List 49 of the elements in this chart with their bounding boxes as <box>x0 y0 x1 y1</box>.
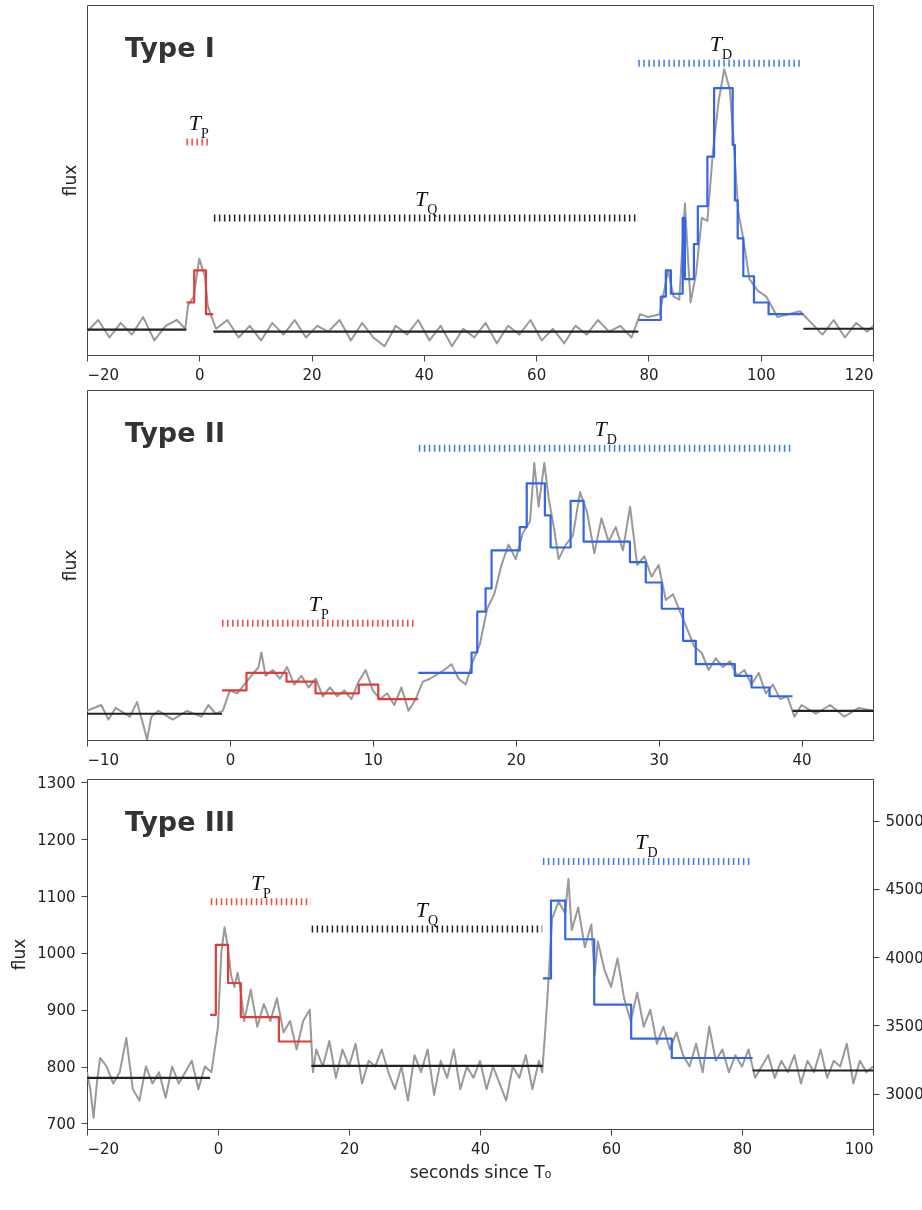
chart-title: Type II <box>125 417 225 448</box>
x-tick-label: 30 <box>649 750 669 769</box>
x-tick-label: 60 <box>601 1139 622 1158</box>
x-tick-label: −20 <box>87 365 120 384</box>
chart-title: Type I <box>125 32 215 63</box>
y-axis-title: flux <box>59 164 80 197</box>
x-tick-label: 10 <box>363 750 383 769</box>
x-tick-label: 60 <box>527 365 547 384</box>
x-tick-label: 80 <box>639 365 659 384</box>
series-label: T$_{D}$ <box>594 416 617 447</box>
series-label: T$_{D}$ <box>709 31 733 62</box>
series-label: T$_{Q}$ <box>415 897 439 928</box>
x-tick-label: 100 <box>746 365 776 384</box>
y-tick-label: 900 <box>46 1001 76 1020</box>
y2-tick-label: 3500 <box>885 1016 922 1035</box>
y2-tick-label: 5000 <box>885 812 922 831</box>
x-tick-label: 20 <box>506 750 526 769</box>
y2-tick-label: 3000 <box>885 1085 922 1104</box>
x-tick-label: 0 <box>195 365 205 384</box>
y-tick-label: 700 <box>46 1114 76 1133</box>
x-axis-title: seconds since T₀ <box>409 1161 552 1182</box>
text: Type III <box>125 806 235 837</box>
x-tick-label: 0 <box>213 1139 224 1158</box>
series-label: T$_{P}$ <box>308 591 330 622</box>
x-tick-label: −10 <box>87 750 120 769</box>
series-label: T$_{P}$ <box>188 110 209 141</box>
x-tick-label: 100 <box>844 1139 874 1158</box>
x-tick-label: 40 <box>414 365 434 384</box>
x-tick-label: 0 <box>225 750 236 769</box>
y2-tick-label: 4500 <box>885 880 922 899</box>
line-series <box>87 878 873 1119</box>
y-tick-label: 800 <box>46 1058 76 1076</box>
y-tick-label: 1000 <box>37 944 76 963</box>
series-label: T$_{D}$ <box>635 829 658 860</box>
series-label: T$_{Q}$ <box>414 185 438 217</box>
x-tick-label: 40 <box>792 750 812 769</box>
x-tick-label: 40 <box>470 1139 491 1158</box>
y-axis-title: flux <box>59 549 80 582</box>
y-tick-label: 1300 <box>37 773 76 792</box>
x-tick-label: −20 <box>87 1139 120 1158</box>
y2-tick-label: 4000 <box>885 948 922 967</box>
series-label: T$_{P}$ <box>250 869 272 901</box>
x-tick-label: 120 <box>844 365 874 384</box>
x-tick-label: 80 <box>732 1139 753 1158</box>
y-tick-label: 1100 <box>37 887 76 906</box>
y-axis-title: flux <box>9 938 30 971</box>
x-tick-label: 20 <box>302 365 322 384</box>
y-tick-label: 1200 <box>37 830 76 849</box>
x-tick-label: 20 <box>339 1139 360 1158</box>
